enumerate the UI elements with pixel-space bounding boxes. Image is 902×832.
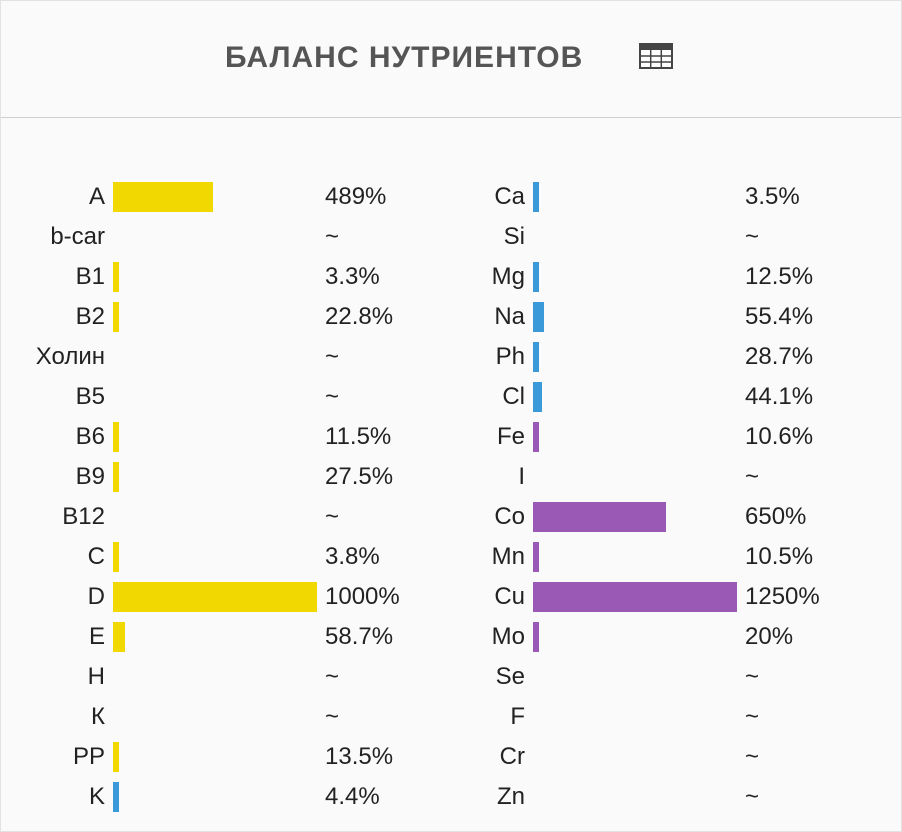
nutrient-value: 13.5% (325, 743, 394, 770)
nutrient-value: ~ (325, 383, 340, 410)
nutrient-label: B6 (75, 423, 105, 450)
nutrient-bar (113, 462, 119, 492)
nutrient-value: ~ (745, 783, 760, 810)
panel-header: БАЛАНС НУТРИЕНТОВ (1, 1, 901, 118)
nutrient-bar (113, 582, 317, 612)
nutrient-bar (533, 502, 666, 532)
nutrient-label: Cr (499, 743, 525, 770)
nutrient-value: 20% (745, 623, 794, 650)
nutrient-bar (113, 782, 119, 812)
nutrient-label: Se (495, 663, 525, 690)
page-title: БАЛАНС НУТРИЕНТОВ (225, 41, 584, 74)
nutrient-value: 1000% (325, 583, 400, 610)
nutrient-label: B5 (75, 383, 105, 410)
nutrient-value: 55.4% (745, 303, 814, 330)
nutrient-label: D (87, 583, 105, 610)
nutrient-value: 3.3% (325, 263, 380, 290)
nutrient-value: 22.8% (325, 303, 394, 330)
nutrient-label: Cu (494, 583, 525, 610)
nutrient-bar (533, 182, 539, 212)
nutrient-label: Mg (491, 263, 525, 290)
nutrient-value: ~ (745, 743, 760, 770)
nutrient-label: B2 (75, 303, 105, 330)
nutrient-label: Fe (496, 423, 525, 450)
nutrient-label: Mn (491, 543, 525, 570)
nutrient-label: B1 (75, 263, 105, 290)
nutrient-value: 44.1% (745, 383, 814, 410)
nutrient-bar (113, 182, 213, 212)
nutrient-value: 11.5% (325, 423, 392, 450)
nutrient-value: ~ (325, 663, 340, 690)
nutrient-label: K (88, 783, 105, 810)
nutrient-value: ~ (325, 503, 340, 530)
nutrient-label: B12 (62, 503, 105, 530)
nutrient-label: B9 (75, 463, 105, 490)
nutrient-value: 3.8% (325, 543, 380, 570)
nutrient-bar (533, 262, 539, 292)
nutrient-bar (533, 582, 737, 612)
nutrient-label: Mo (491, 623, 525, 650)
nutrient-bar (113, 262, 119, 292)
nutrient-label: PP (72, 743, 105, 770)
nutrient-bar (533, 342, 539, 372)
nutrient-bar (533, 382, 542, 412)
nutrient-bar (113, 742, 119, 772)
nutrient-label: b-car (50, 223, 105, 250)
nutrient-bar (533, 422, 539, 452)
nutrient-bar (113, 542, 119, 572)
nutrient-bar (113, 622, 125, 652)
nutrient-value: 58.7% (325, 623, 394, 650)
nutrient-value: 489% (325, 183, 387, 210)
nutrient-value: 12.5% (745, 263, 814, 290)
nutrient-label: Si (503, 223, 525, 250)
nutrient-label: Zn (496, 783, 525, 810)
nutrient-value: 4.4% (325, 783, 380, 810)
nutrient-label: F (510, 703, 525, 730)
nutrient-value: 3.5% (745, 183, 800, 210)
nutrient-label: I (518, 463, 525, 490)
nutrient-value: 650% (745, 503, 807, 530)
nutrient-value: ~ (745, 703, 760, 730)
nutrient-value: 10.6% (745, 423, 814, 450)
nutrient-value: ~ (325, 343, 340, 370)
nutrient-label: Co (494, 503, 525, 530)
table-icon[interactable] (639, 43, 673, 69)
nutrient-value: ~ (745, 463, 760, 490)
nutrient-label: Na (494, 303, 525, 330)
nutrient-value: ~ (745, 663, 760, 690)
nutrient-label: Ph (495, 343, 525, 370)
nutrient-label: C (87, 543, 105, 570)
nutrient-label: К (91, 703, 105, 730)
nutrient-bar (533, 542, 539, 572)
nutrient-value: ~ (325, 223, 340, 250)
nutrient-value: ~ (325, 703, 340, 730)
nutrient-label: A (88, 183, 105, 210)
nutrient-label: H (87, 663, 105, 690)
nutrient-label: Холин (35, 343, 105, 370)
nutrient-value: 27.5% (325, 463, 394, 490)
nutrient-bar (533, 302, 545, 332)
nutrient-bar (113, 422, 119, 452)
nutrient-bar (113, 302, 119, 332)
nutrient-bar (533, 622, 539, 652)
nutrient-value: 10.5% (745, 543, 814, 570)
nutrient-label: E (88, 623, 105, 650)
nutrient-value: 28.7% (745, 343, 814, 370)
nutrient-value: ~ (745, 223, 760, 250)
nutrient-label: Ca (494, 183, 525, 210)
nutrient-label: Cl (502, 383, 525, 410)
nutrient-value: 1250% (745, 583, 820, 610)
